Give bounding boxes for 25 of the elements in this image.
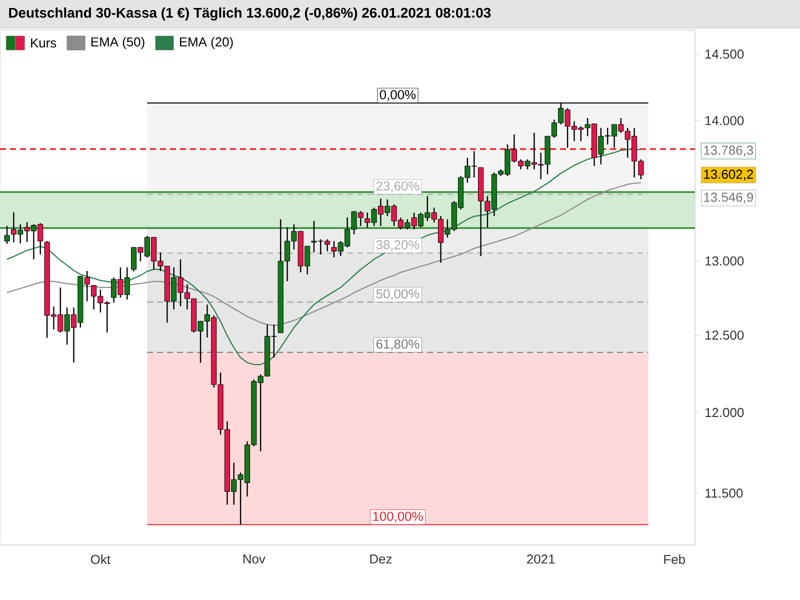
x-tick-label: Nov — [243, 554, 266, 564]
annotation: 100,00% — [373, 512, 423, 522]
x-tick-label: 2021 — [527, 554, 555, 564]
y-tick-label: 12.000 — [706, 408, 744, 418]
text: 13.546,9 — [704, 192, 754, 204]
annotation: 38,20% — [376, 240, 420, 251]
annotation: 23,60% — [376, 181, 420, 192]
x-tick-label: Dez — [370, 554, 392, 564]
legend-label: EMA (20) — [180, 36, 233, 50]
y-tick-label: 13.000 — [706, 256, 744, 266]
legend-label: EMA (50) — [91, 36, 144, 50]
annotation: 50,00% — [376, 289, 420, 300]
x-tick-label: Okt — [90, 554, 110, 564]
legend-label: Kurs — [31, 38, 56, 48]
y-tick-label: 14.500 — [706, 50, 744, 59]
candlestick — [4, 225, 10, 244]
y-tick-label: 14.000 — [706, 116, 744, 126]
y-tick-label: 12.500 — [706, 330, 744, 340]
x-tick-label: Feb — [664, 554, 685, 564]
annotation: 61,80% — [376, 339, 420, 350]
text: 13.602,2 — [704, 170, 753, 180]
text: 13.786,3 — [704, 146, 754, 156]
annotation: 0,00% — [380, 90, 416, 101]
y-tick-label: 11.500 — [706, 488, 743, 498]
chart-title: Deutschland 30-Kassa (1 €) Täglich 13.600,2 (-0,86%) 26.01.2021 08:01:03 — [9, 7, 491, 21]
